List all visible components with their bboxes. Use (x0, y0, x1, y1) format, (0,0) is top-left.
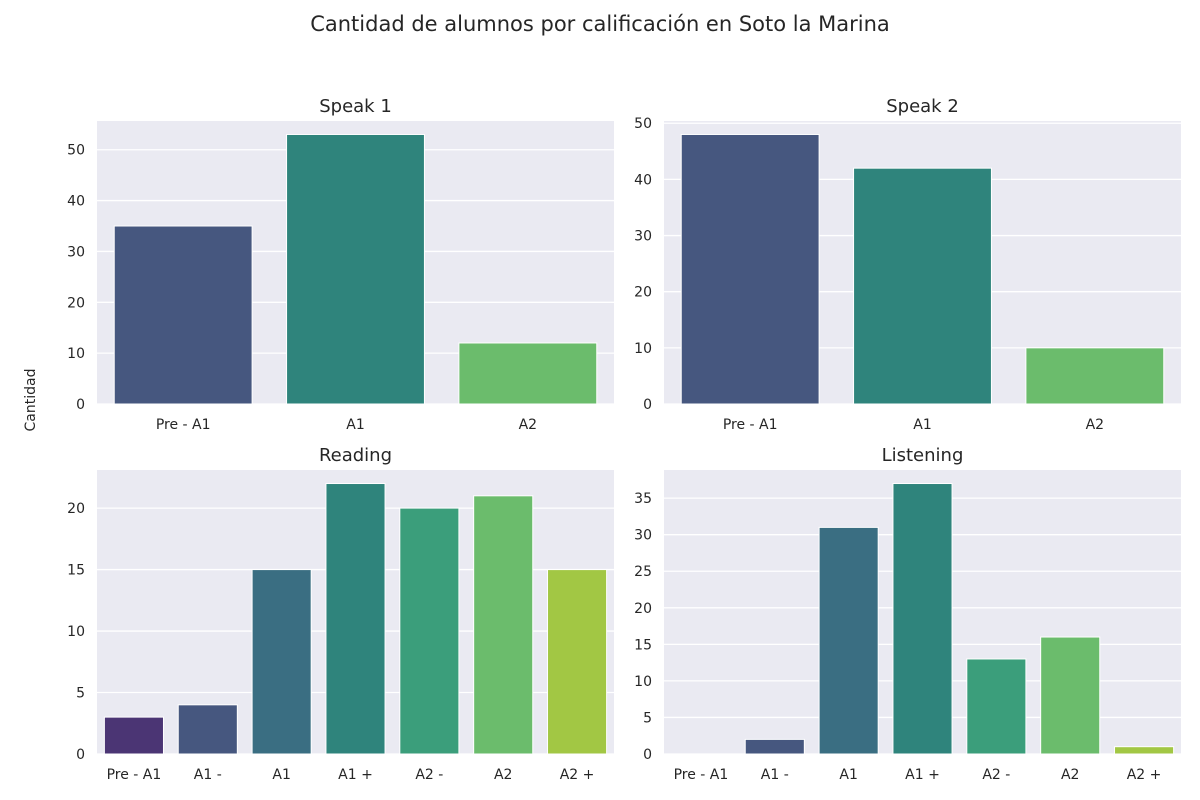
panel-reading: 0 5 10 15 20 Pre - A1 A1 - A1 A1 + A2 - A2 A2 + Read… (67, 445, 614, 783)
bar-a1 (892, 483, 953, 755)
bar-a2 (1040, 636, 1101, 755)
x-tick-label: A2 - (982, 767, 1010, 783)
y-tick-label: 25 (634, 564, 652, 580)
panel-title: Listening (882, 445, 964, 466)
bar-a2 (547, 569, 608, 755)
y-tick-label: 20 (634, 285, 652, 301)
y-tick-label: 20 (634, 601, 652, 617)
y-tick-label: 40 (634, 172, 652, 188)
panel-title: Reading (319, 445, 392, 466)
bar-a2 (473, 495, 534, 755)
panel-listening: 0 5 10 15 20 25 30 35 Pre - A1 A1 - A1 A1 + A2 - A2 A2… (634, 445, 1181, 783)
bar-a1 (818, 526, 879, 755)
bar-a2 (966, 658, 1027, 755)
x-tick-label: A2 + (560, 767, 595, 783)
y-tick-label: 5 (76, 686, 85, 702)
x-tick-label: A2 + (1127, 767, 1162, 783)
bar-a1 (325, 483, 386, 755)
x-tick-label: A2 (1086, 417, 1104, 433)
panel-title: Speak 2 (886, 96, 959, 117)
x-tick-label: A1 (839, 767, 857, 783)
y-tick-label: 30 (67, 244, 85, 260)
y-tick-label: 35 (634, 491, 652, 507)
y-tick-label: 0 (76, 747, 85, 763)
y-tick-label: 5 (643, 710, 652, 726)
x-tick-label: Pre - A1 (674, 767, 729, 783)
x-tick-label: Pre - A1 (107, 767, 162, 783)
x-tick-label: Pre - A1 (723, 417, 778, 433)
bar-pre-a1 (103, 716, 164, 755)
bar-a2 (1114, 746, 1175, 755)
panel-speak-1: 0 10 20 30 40 50 Pre - A1 A1 A2 Speak 1 (67, 96, 614, 433)
bar-a1 (744, 738, 805, 755)
y-tick-label: 30 (634, 229, 652, 245)
x-tick-label: A1 (346, 417, 364, 433)
figure-title: Cantidad de alumnos por calificación en … (310, 12, 890, 36)
panel-speak-2: 0 10 20 30 40 50 Pre - A1 A1 A2 Speak 2 (634, 96, 1181, 433)
y-tick-label: 10 (67, 346, 85, 362)
bar-pre-a1 (113, 225, 253, 405)
y-tick-label: 0 (643, 747, 652, 763)
bar-a1 (286, 133, 425, 405)
y-tick-label: 15 (67, 563, 85, 579)
x-tick-label: A1 - (194, 767, 222, 783)
bar-a2 (399, 507, 460, 755)
y-tick-label: 15 (634, 637, 652, 653)
bar-a2 (1025, 347, 1165, 405)
bar-a1 (853, 167, 992, 405)
x-tick-label: A1 (272, 767, 290, 783)
bar-pre-a1 (680, 133, 820, 405)
y-tick-label: 40 (67, 194, 85, 210)
y-tick-label: 10 (634, 341, 652, 357)
y-tick-label: 20 (67, 501, 85, 517)
bar-a1 (177, 704, 238, 755)
y-tick-label: 50 (634, 116, 652, 132)
x-tick-label: A2 - (415, 767, 443, 783)
bar-a1 (251, 569, 312, 755)
x-tick-label: A1 + (905, 767, 940, 783)
y-tick-label: 10 (634, 674, 652, 690)
bar-a2 (458, 342, 598, 405)
y-tick-label: 30 (634, 528, 652, 544)
x-tick-label: A1 + (338, 767, 373, 783)
x-tick-label: A2 (494, 767, 512, 783)
y-tick-label: 20 (67, 295, 85, 311)
y-tick-label: 0 (76, 397, 85, 413)
x-tick-label: A2 (1061, 767, 1079, 783)
x-tick-label: Pre - A1 (156, 417, 211, 433)
y-tick-label: 50 (67, 143, 85, 159)
x-tick-label: A1 - (761, 767, 789, 783)
panel-title: Speak 1 (319, 96, 392, 117)
x-tick-label: A2 (519, 417, 537, 433)
y-tick-label: 0 (643, 397, 652, 413)
x-tick-label: A1 (913, 417, 931, 433)
y-tick-label: 10 (67, 624, 85, 640)
